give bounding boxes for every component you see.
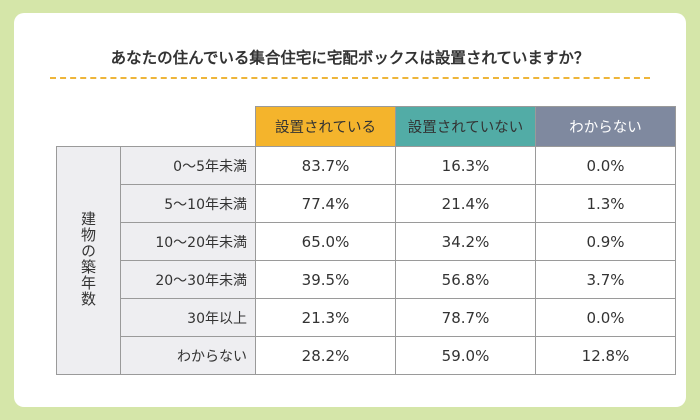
value-cell: 83.7% [255, 146, 396, 185]
header-not-installed: 設置されていない [395, 106, 536, 147]
header-installed: 設置されている [255, 106, 396, 147]
row-label: 10〜20年未満 [120, 222, 256, 261]
value-cell: 59.0% [395, 336, 536, 375]
header-unknown: わからない [535, 106, 676, 147]
table-row: わからない 28.2% 59.0% 12.8% [57, 336, 676, 375]
value-cell: 3.7% [535, 260, 676, 299]
table-row: 5〜10年未満 77.4% 21.4% 1.3% [57, 184, 676, 223]
header-row: 設置されている 設置されていない わからない [57, 106, 676, 147]
value-cell: 65.0% [255, 222, 396, 261]
value-cell: 77.4% [255, 184, 396, 223]
value-cell: 12.8% [535, 336, 676, 375]
group-label-cell: 建物の築年数 [56, 146, 121, 375]
table-row: 建物の築年数 0〜5年未満 83.7% 16.3% 0.0% [56, 146, 676, 375]
row-label: 5〜10年未満 [120, 184, 256, 223]
value-cell: 28.2% [255, 336, 396, 375]
table-row: 10〜20年未満 65.0% 34.2% 0.9% [57, 222, 676, 261]
value-cell: 0.0% [535, 298, 676, 337]
table-row: 30年以上 21.3% 78.7% 0.0% [57, 298, 676, 337]
value-cell: 1.3% [535, 184, 676, 223]
row-label: 0〜5年未満 [120, 146, 256, 185]
value-cell: 0.0% [535, 146, 676, 185]
value-cell: 39.5% [255, 260, 396, 299]
value-cell: 0.9% [535, 222, 676, 261]
value-cell: 78.7% [395, 298, 536, 337]
row-label: 20〜30年未満 [120, 260, 256, 299]
row-label: わからない [120, 336, 256, 375]
group-label: 建物の築年数 [79, 210, 97, 307]
survey-table: 設置されている 設置されていない わからない 建物の築年数 0〜5年未満 83.7%… [56, 106, 676, 375]
dashed-divider [50, 77, 650, 79]
value-cell: 34.2% [395, 222, 536, 261]
table-row: 20〜30年未満 39.5% 56.8% 3.7% [57, 260, 676, 299]
value-cell: 56.8% [395, 260, 536, 299]
page-title: あなたの住んでいる集合住宅に宅配ボックスは設置されていますか？ [110, 49, 590, 67]
value-cell: 16.3% [395, 146, 536, 185]
value-cell: 21.4% [395, 184, 536, 223]
value-cell: 21.3% [255, 298, 396, 337]
row-label: 30年以上 [120, 298, 256, 337]
